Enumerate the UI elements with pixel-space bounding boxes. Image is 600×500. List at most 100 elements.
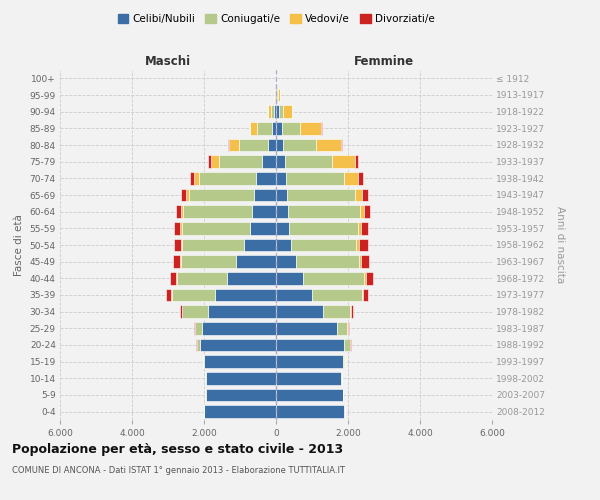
Bar	[171, 289, 172, 301]
Bar	[348, 322, 349, 334]
Bar	[362, 188, 368, 201]
Bar	[262, 156, 276, 168]
Bar	[204, 356, 276, 368]
Bar	[343, 356, 344, 368]
Bar	[244, 239, 276, 251]
Bar	[182, 239, 244, 251]
Bar	[358, 172, 363, 184]
Bar	[286, 172, 344, 184]
Bar	[341, 372, 342, 384]
Bar	[236, 256, 276, 268]
Bar	[183, 206, 251, 218]
Bar	[300, 122, 322, 134]
Bar	[276, 389, 343, 401]
Bar	[360, 206, 364, 218]
Bar	[276, 289, 312, 301]
Bar	[287, 188, 355, 201]
Bar	[358, 222, 361, 234]
Bar	[174, 239, 181, 251]
Bar	[276, 89, 277, 101]
Bar	[292, 239, 356, 251]
Bar	[256, 172, 276, 184]
Bar	[344, 339, 350, 351]
Bar	[276, 372, 341, 384]
Bar	[181, 239, 182, 251]
Bar	[276, 239, 292, 251]
Bar	[181, 206, 183, 218]
Bar	[254, 188, 276, 201]
Y-axis label: Anni di nascita: Anni di nascita	[555, 206, 565, 284]
Bar	[176, 272, 177, 284]
Bar	[316, 138, 341, 151]
Y-axis label: Fasce di età: Fasce di età	[14, 214, 24, 276]
Text: Popolazione per età, sesso e stato civile - 2013: Popolazione per età, sesso e stato civil…	[12, 442, 343, 456]
Bar	[359, 256, 361, 268]
Bar	[276, 222, 289, 234]
Bar	[337, 322, 347, 334]
Bar	[182, 306, 208, 318]
Bar	[364, 289, 368, 301]
Bar	[166, 289, 171, 301]
Bar	[276, 156, 285, 168]
Bar	[257, 122, 272, 134]
Bar	[272, 122, 276, 134]
Bar	[194, 172, 199, 184]
Bar	[276, 106, 278, 118]
Bar	[364, 206, 370, 218]
Bar	[189, 188, 254, 201]
Bar	[276, 356, 343, 368]
Bar	[276, 206, 288, 218]
Bar	[180, 222, 182, 234]
Bar	[365, 272, 373, 284]
Bar	[303, 272, 364, 284]
Bar	[208, 306, 276, 318]
Bar	[250, 222, 276, 234]
Text: Femmine: Femmine	[354, 56, 414, 68]
Text: COMUNE DI ANCONA - Dati ISTAT 1° gennaio 2013 - Elaborazione TUTTITALIA.IT: COMUNE DI ANCONA - Dati ISTAT 1° gennaio…	[12, 466, 345, 475]
Bar	[181, 256, 236, 268]
Bar	[250, 122, 257, 134]
Bar	[285, 156, 332, 168]
Bar	[239, 138, 268, 151]
Bar	[359, 239, 368, 251]
Bar	[283, 106, 292, 118]
Bar	[182, 222, 250, 234]
Legend: Celibi/Nubili, Coniugati/e, Vedovi/e, Divorziati/e: Celibi/Nubili, Coniugati/e, Vedovi/e, Di…	[113, 10, 439, 29]
Bar	[361, 222, 368, 234]
Bar	[251, 206, 276, 218]
Bar	[362, 289, 364, 301]
Bar	[361, 256, 369, 268]
Bar	[276, 339, 344, 351]
Bar	[197, 339, 200, 351]
Bar	[276, 256, 296, 268]
Bar	[356, 239, 359, 251]
Bar	[179, 256, 181, 268]
Bar	[271, 106, 274, 118]
Bar	[173, 256, 179, 268]
Bar	[296, 256, 359, 268]
Bar	[350, 306, 353, 318]
Bar	[177, 272, 227, 284]
Bar	[276, 272, 303, 284]
Bar	[227, 272, 276, 284]
Bar	[274, 106, 276, 118]
Bar	[277, 89, 278, 101]
Bar	[215, 289, 276, 301]
Bar	[208, 156, 211, 168]
Bar	[174, 222, 180, 234]
Bar	[341, 138, 342, 151]
Bar	[344, 172, 358, 184]
Bar	[203, 356, 204, 368]
Bar	[274, 89, 275, 101]
Bar	[211, 156, 219, 168]
Bar	[355, 156, 358, 168]
Bar	[219, 156, 262, 168]
Bar	[276, 322, 337, 334]
Bar	[288, 206, 360, 218]
Bar	[364, 272, 365, 284]
Bar	[355, 188, 362, 201]
Bar	[195, 322, 202, 334]
Bar	[276, 406, 344, 418]
Bar	[190, 172, 194, 184]
Bar	[278, 89, 280, 101]
